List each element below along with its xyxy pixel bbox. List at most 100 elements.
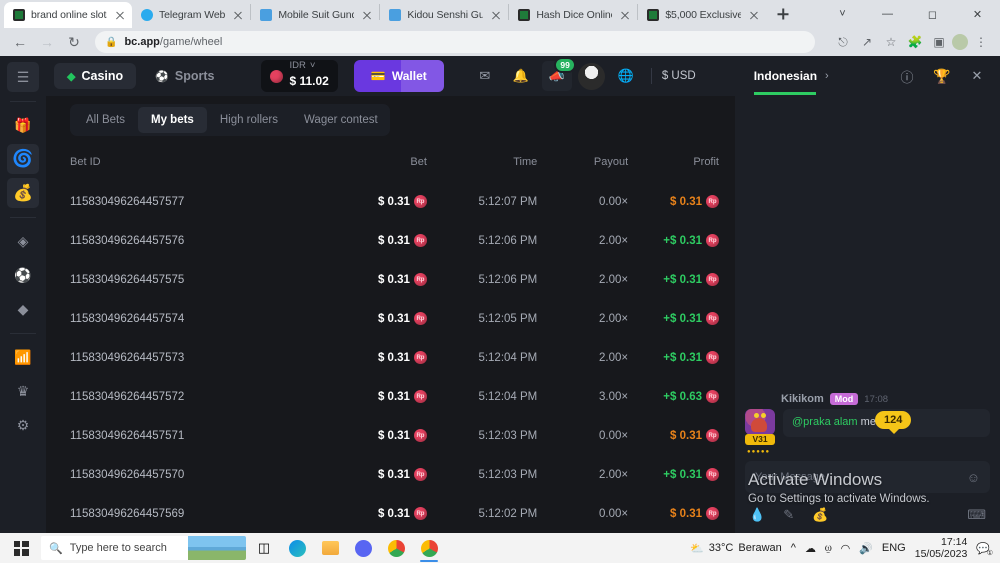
cell-bet-id[interactable]: 115830496264457575 bbox=[70, 273, 185, 286]
language-tab[interactable]: Indonesian › bbox=[753, 69, 829, 95]
chat-avatar[interactable]: V31 ●●●●● bbox=[745, 409, 775, 455]
minimize-icon[interactable]: — bbox=[882, 8, 893, 20]
table-row[interactable]: 115830496264457575 $ 0.31 Rp 5:12:06 PM 2.00… bbox=[70, 260, 719, 299]
tip-icon[interactable]: 💰 bbox=[812, 507, 829, 522]
clock[interactable]: 17:14 15/05/2023 bbox=[915, 536, 968, 560]
menu-hamburger-icon[interactable]: ☰ bbox=[7, 62, 39, 92]
chat-username[interactable]: Kikikom bbox=[781, 393, 824, 405]
share-icon[interactable]: ↗ bbox=[861, 35, 873, 49]
close-icon[interactable] bbox=[489, 9, 502, 22]
forward-arrow-icon[interactable]: → bbox=[40, 34, 54, 50]
browser-tab[interactable]: brand online slots — : bbox=[4, 2, 132, 28]
table-row[interactable]: 115830496264457574 $ 0.31 Rp 5:12:05 PM 2.00… bbox=[70, 299, 719, 338]
browser-tab[interactable]: $5,000 Exclusive Whee bbox=[638, 2, 766, 28]
address-bar[interactable]: 🔒 bc.app/game/wheel bbox=[95, 31, 815, 53]
tray-expand-icon[interactable]: ^ bbox=[790, 542, 796, 554]
table-row[interactable]: 115830496264457572 $ 0.31 Rp 5:12:04 PM 3.00… bbox=[70, 377, 719, 416]
side-panel-icon[interactable]: ▣ bbox=[933, 35, 945, 49]
close-icon[interactable]: ✕ bbox=[971, 68, 983, 83]
chat-input[interactable]: Your Message ☺ bbox=[745, 461, 990, 493]
close-icon[interactable] bbox=[747, 9, 760, 22]
sports-ball-icon[interactable]: ⚽ bbox=[14, 266, 32, 283]
tab-all-bets[interactable]: All Bets bbox=[86, 114, 125, 126]
chat-mention[interactable]: @praka alam bbox=[792, 416, 858, 428]
discord-icon[interactable] bbox=[348, 533, 378, 563]
nav-sports[interactable]: ⚽ Sports bbox=[142, 63, 227, 89]
cell-bet-id[interactable]: 115830496264457569 bbox=[70, 507, 185, 520]
rain-drop-icon[interactable]: 💧 bbox=[749, 507, 766, 522]
bell-icon[interactable]: 🔔 bbox=[512, 68, 529, 83]
close-icon[interactable] bbox=[113, 9, 126, 22]
megaphone-icon[interactable]: 📣 99 bbox=[541, 57, 576, 91]
extensions-puzzle-icon[interactable]: 🧩 bbox=[907, 35, 923, 49]
emoji-smiley-icon[interactable]: ☺ bbox=[966, 469, 980, 485]
mail-icon[interactable]: ✉ bbox=[479, 68, 491, 83]
new-tab-button[interactable] bbox=[770, 1, 796, 27]
cell-bet-id[interactable]: 115830496264457570 bbox=[70, 468, 185, 481]
chrome-icon[interactable] bbox=[381, 533, 411, 563]
notifications-icon[interactable]: 💬 ① bbox=[976, 542, 993, 557]
tab-search-chevron-icon[interactable]: ˅ bbox=[839, 8, 846, 20]
table-row[interactable]: 115830496264457569 $ 0.31 Rp 5:12:02 PM 0.00… bbox=[70, 494, 719, 533]
casino-chip-icon[interactable]: 🌀 bbox=[7, 144, 39, 174]
browser-tab[interactable]: Telegram Web bbox=[132, 2, 250, 28]
back-arrow-icon[interactable]: ← bbox=[13, 34, 27, 50]
chrome-icon-active[interactable] bbox=[414, 533, 444, 563]
trophy-icon[interactable]: 🏆 bbox=[933, 67, 951, 84]
keyboard-icon[interactable]: ⌨ bbox=[967, 507, 986, 522]
support-icon[interactable]: ⚙ bbox=[16, 416, 30, 433]
chrome-menu-icon[interactable]: ⋮ bbox=[975, 35, 987, 49]
gold-coins-icon[interactable]: 💰 bbox=[7, 178, 39, 208]
cell-bet-id[interactable]: 115830496264457576 bbox=[70, 234, 185, 247]
diamond-icon[interactable]: ◈ bbox=[17, 232, 29, 249]
edge-icon[interactable] bbox=[282, 533, 312, 563]
search-input[interactable]: 🔍 Type here to search bbox=[41, 536, 246, 560]
chart-icon[interactable]: 📶 bbox=[14, 348, 32, 365]
language-indicator[interactable]: ENG bbox=[881, 542, 906, 554]
crown-icon[interactable]: ♛ bbox=[16, 382, 30, 399]
avatar[interactable] bbox=[577, 62, 605, 90]
onedrive-icon[interactable]: ☁ bbox=[804, 542, 816, 555]
reload-icon[interactable]: ↻ bbox=[68, 33, 80, 50]
tab-my-bets[interactable]: My bets bbox=[138, 107, 207, 133]
close-icon[interactable] bbox=[360, 9, 373, 22]
browser-tab[interactable]: Hash Dice Online Slot bbox=[509, 2, 637, 28]
wifi-icon[interactable]: ◠ bbox=[840, 542, 851, 555]
weather-widget[interactable]: ⛅ 33°C Berawan bbox=[690, 542, 782, 555]
profile-avatar-icon[interactable] bbox=[952, 34, 968, 50]
task-view-icon[interactable]: ◫ bbox=[257, 540, 271, 555]
info-icon[interactable]: ⓘ bbox=[900, 69, 914, 85]
balance-selector[interactable]: IDR ˅ $ 11.02 bbox=[261, 60, 338, 92]
volume-icon[interactable]: 🔊 bbox=[859, 542, 873, 555]
start-button[interactable] bbox=[4, 533, 38, 563]
cell-bet-id[interactable]: 115830496264457572 bbox=[70, 390, 185, 403]
browser-tab[interactable]: Mobile Suit Gundam: bbox=[251, 2, 379, 28]
table-row[interactable]: 115830496264457573 $ 0.31 Rp 5:12:04 PM 2.00… bbox=[70, 338, 719, 377]
card-icon[interactable]: ◆ bbox=[17, 300, 29, 317]
close-icon[interactable] bbox=[231, 9, 244, 22]
tab-high-rollers[interactable]: High rollers bbox=[219, 114, 278, 126]
file-explorer-icon[interactable] bbox=[315, 533, 345, 563]
globe-icon[interactable]: 🌐 bbox=[617, 68, 634, 83]
table-row[interactable]: 115830496264457570 $ 0.31 Rp 5:12:03 PM 2.00… bbox=[70, 455, 719, 494]
maximize-icon[interactable]: ◻ bbox=[927, 8, 938, 21]
table-row[interactable]: 115830496264457577 $ 0.31 Rp 5:12:07 PM 0.00… bbox=[70, 182, 719, 221]
cell-bet-id[interactable]: 115830496264457574 bbox=[70, 312, 185, 325]
tab-wager-contest[interactable]: Wager contest bbox=[304, 114, 378, 126]
bookmark-star-icon[interactable]: ☆ bbox=[885, 35, 897, 49]
close-icon[interactable] bbox=[618, 9, 631, 22]
nav-casino[interactable]: ◆ Casino bbox=[54, 63, 137, 89]
fiat-selector[interactable]: $ USD bbox=[662, 70, 696, 82]
close-window-icon[interactable]: ✕ bbox=[972, 8, 983, 21]
wallet-button[interactable]: 💳 Wallet bbox=[353, 60, 444, 92]
gift-icon[interactable]: 🎁 bbox=[14, 116, 32, 133]
cell-bet-id[interactable]: 115830496264457571 bbox=[70, 429, 185, 442]
cell-bet-id[interactable]: 115830496264457573 bbox=[70, 351, 185, 364]
table-row[interactable]: 115830496264457571 $ 0.31 Rp 5:12:03 PM 0.00… bbox=[70, 416, 719, 455]
install-icon[interactable]: ⎋ bbox=[838, 34, 848, 49]
table-row[interactable]: 115830496264457576 $ 0.31 Rp 5:12:06 PM 2.00… bbox=[70, 221, 719, 260]
pencil-icon[interactable]: ✎ bbox=[783, 507, 795, 522]
browser-tab[interactable]: Kidou Senshi Gundam bbox=[380, 2, 508, 28]
usb-icon[interactable]: ⍹ bbox=[824, 541, 832, 554]
cell-bet-id[interactable]: 115830496264457577 bbox=[70, 195, 185, 208]
